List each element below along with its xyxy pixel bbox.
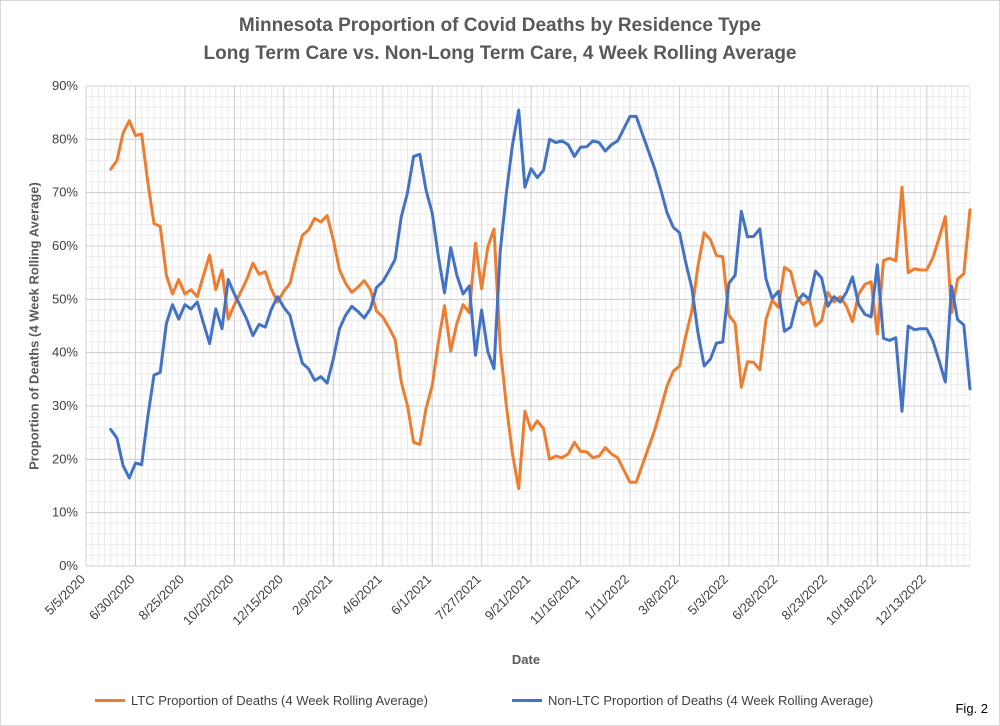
y-tick-label: 0% xyxy=(59,558,78,573)
x-axis-title: Date xyxy=(511,652,541,667)
y-tick-label: 60% xyxy=(52,238,78,253)
x-tick-label: 4/6/2021 xyxy=(338,572,384,618)
y-axis-ticks: 0% 10% 20% 30% 40% 50% 60% 70% 80% 90% xyxy=(52,78,78,573)
chart-title-line-2: Long Term Care vs. Non-Long Term Care, 4… xyxy=(203,43,797,64)
x-tick-label: 6/28/2022 xyxy=(729,572,781,624)
y-tick-label: 20% xyxy=(52,451,78,466)
chart-title-line-1: Minnesota Proportion of Covid Deaths by … xyxy=(238,15,762,36)
legend-item-ltc: LTC Proportion of Deaths (4 Week Rolling… xyxy=(95,693,428,708)
x-tick-label: 12/13/2022 xyxy=(872,572,929,629)
x-tick-label: 5/5/2020 xyxy=(42,572,88,618)
y-tick-label: 30% xyxy=(52,398,78,413)
legend-label-ltc: LTC Proportion of Deaths (4 Week Rolling… xyxy=(131,693,428,708)
y-tick-label: 70% xyxy=(52,185,78,200)
series-lines xyxy=(109,108,972,491)
legend-swatch-ltc xyxy=(95,699,125,702)
y-tick-label: 50% xyxy=(52,291,78,306)
figure-label: Fig. 2 xyxy=(955,701,988,716)
y-tick-label: 80% xyxy=(52,131,78,146)
x-tick-label: 8/23/2022 xyxy=(778,572,830,624)
x-axis-ticks: 5/5/20206/30/20208/25/202010/20/202012/1… xyxy=(42,572,929,629)
chart-title: Minnesota Proportion of Covid Deaths by … xyxy=(0,12,1000,68)
minor-gridlines xyxy=(85,85,971,567)
x-tick-label: 12/15/2020 xyxy=(229,572,286,629)
x-tick-label: 5/3/2022 xyxy=(685,572,731,618)
y-tick-label: 10% xyxy=(52,505,78,520)
x-tick-label: 3/8/2022 xyxy=(635,572,681,618)
legend: LTC Proportion of Deaths (4 Week Rolling… xyxy=(0,693,1000,713)
y-tick-label: 40% xyxy=(52,345,78,360)
y-tick-label: 90% xyxy=(52,78,78,93)
series-line-non-ltc xyxy=(109,108,972,480)
x-tick-label: 7/27/2021 xyxy=(432,572,484,624)
legend-swatch-non-ltc xyxy=(512,699,542,702)
major-gridlines xyxy=(85,85,970,567)
legend-item-non-ltc: Non-LTC Proportion of Deaths (4 Week Rol… xyxy=(512,693,873,708)
x-tick-label: 2/9/2021 xyxy=(289,572,335,618)
x-tick-label: 1/11/2022 xyxy=(581,572,632,623)
legend-label-non-ltc: Non-LTC Proportion of Deaths (4 Week Rol… xyxy=(548,693,874,708)
x-tick-label: 10/20/2020 xyxy=(180,572,237,629)
x-tick-label: 6/1/2021 xyxy=(388,572,434,618)
x-tick-label: 9/21/2021 xyxy=(482,572,534,624)
x-tick-label: 6/30/2020 xyxy=(86,572,138,624)
x-tick-label: 11/16/2021 xyxy=(527,572,583,628)
x-tick-label: 8/25/2020 xyxy=(136,572,188,624)
x-tick-label: 10/18/2022 xyxy=(823,572,880,629)
